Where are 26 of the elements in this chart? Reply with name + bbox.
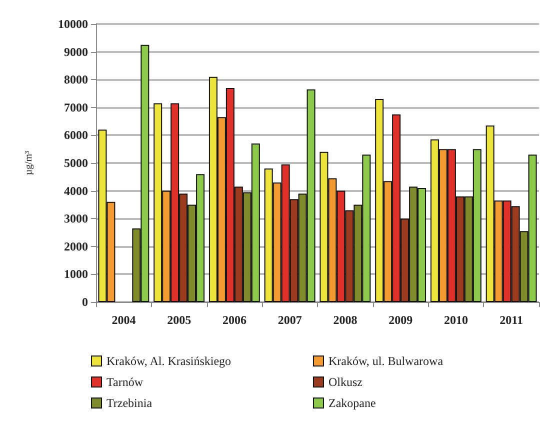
- legend-label: Trzebinia: [106, 396, 153, 410]
- y-tick-label: 10000: [58, 17, 88, 31]
- y-tick-label: 9000: [64, 44, 88, 59]
- legend-label: Kraków, ul. Bulwarowa: [328, 354, 444, 368]
- x-tick-label: 2011: [500, 313, 523, 327]
- y-tick-label: 4000: [64, 184, 88, 198]
- y-tick-label: 8000: [64, 72, 88, 87]
- x-tick-label: 2009: [388, 313, 413, 327]
- x-tick-label: 2007: [278, 313, 302, 327]
- legend-label: Zakopane: [328, 396, 376, 410]
- x-tick-label: 2006: [222, 313, 246, 327]
- y-axis-title: µg/m³: [24, 150, 34, 176]
- y-tick-label: 5000: [64, 156, 88, 170]
- y-tick-label: 7000: [64, 100, 88, 114]
- x-tick-label: 2008: [333, 313, 358, 327]
- x-tick-label: 2010: [444, 313, 468, 327]
- x-tick-label: 2004: [112, 313, 136, 327]
- legend-label: Olkusz: [328, 375, 362, 389]
- legend-label: Kraków, Al. Krasińskiego: [106, 354, 232, 368]
- y-tick-label: 1000: [64, 267, 88, 282]
- x-tick-label: 2005: [167, 313, 192, 327]
- y-tick-label: 0: [82, 295, 88, 309]
- y-tick-label: 6000: [64, 128, 88, 142]
- y-tick-label: 3000: [64, 212, 88, 226]
- legend-label: Tarnów: [106, 375, 144, 389]
- y-tick-label: 2000: [64, 239, 88, 254]
